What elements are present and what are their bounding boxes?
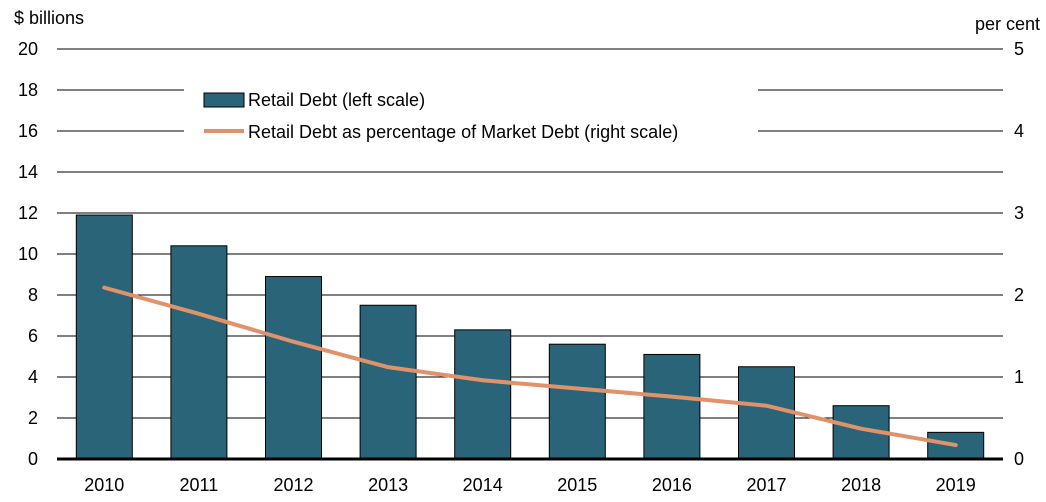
right-tick-label: 3 xyxy=(1014,203,1024,223)
bar xyxy=(170,245,228,460)
x-tick-label: 2019 xyxy=(936,475,976,495)
x-axis-ticks: 2010 2011 2012 2013 2014 2015 2016 2017 2018 2019 xyxy=(84,475,975,495)
bar xyxy=(548,343,606,460)
left-tick-label: 16 xyxy=(18,121,38,141)
x-tick-label: 2014 xyxy=(463,475,503,495)
left-axis-label: $ billions xyxy=(14,8,84,28)
x-tick-label: 2011 xyxy=(180,475,219,495)
bar xyxy=(75,214,133,460)
bar xyxy=(359,304,417,460)
x-tick-label: 2013 xyxy=(368,475,408,495)
legend: Retail Debt (left scale) Retail Debt as … xyxy=(184,82,758,148)
right-tick-label: 4 xyxy=(1014,121,1024,141)
x-tick-label: 2016 xyxy=(652,475,692,495)
bar xyxy=(643,353,701,460)
bar xyxy=(454,329,512,460)
left-tick-label: 4 xyxy=(28,367,38,387)
left-tick-label: 2 xyxy=(28,408,38,428)
left-tick-label: 6 xyxy=(28,326,38,346)
right-tick-label: 1 xyxy=(1014,367,1024,387)
x-tick-label: 2018 xyxy=(841,475,881,495)
left-tick-label: 18 xyxy=(18,80,38,100)
legend-bar-label: Retail Debt (left scale) xyxy=(248,90,425,110)
left-tick-label: 0 xyxy=(28,449,38,469)
series-line xyxy=(102,285,958,448)
x-tick-label: 2012 xyxy=(273,475,313,495)
bar xyxy=(738,366,795,460)
right-axis-label: per cent xyxy=(975,14,1040,34)
right-tick-label: 5 xyxy=(1014,39,1024,59)
left-tick-label: 12 xyxy=(18,203,38,223)
left-tick-label: 8 xyxy=(28,285,38,305)
right-axis-ticks: 0 1 2 3 4 5 xyxy=(1014,39,1024,469)
legend-bar-swatch xyxy=(203,92,245,108)
line-series xyxy=(102,285,958,448)
left-tick-label: 20 xyxy=(18,39,38,59)
x-tick-label: 2017 xyxy=(746,475,786,495)
bar xyxy=(265,276,322,460)
x-tick-label: 2010 xyxy=(84,475,124,495)
left-tick-label: 14 xyxy=(18,162,38,182)
x-tick-label: 2015 xyxy=(557,475,597,495)
right-tick-label: 0 xyxy=(1014,449,1024,469)
bar-series xyxy=(75,214,985,460)
left-tick-label: 10 xyxy=(18,244,38,264)
legend-line-label: Retail Debt as percentage of Market Debt… xyxy=(248,122,678,142)
left-axis-ticks: 0 2 4 6 8 10 12 14 16 18 20 xyxy=(18,39,38,469)
right-tick-label: 2 xyxy=(1014,285,1024,305)
legend-background xyxy=(184,82,758,148)
